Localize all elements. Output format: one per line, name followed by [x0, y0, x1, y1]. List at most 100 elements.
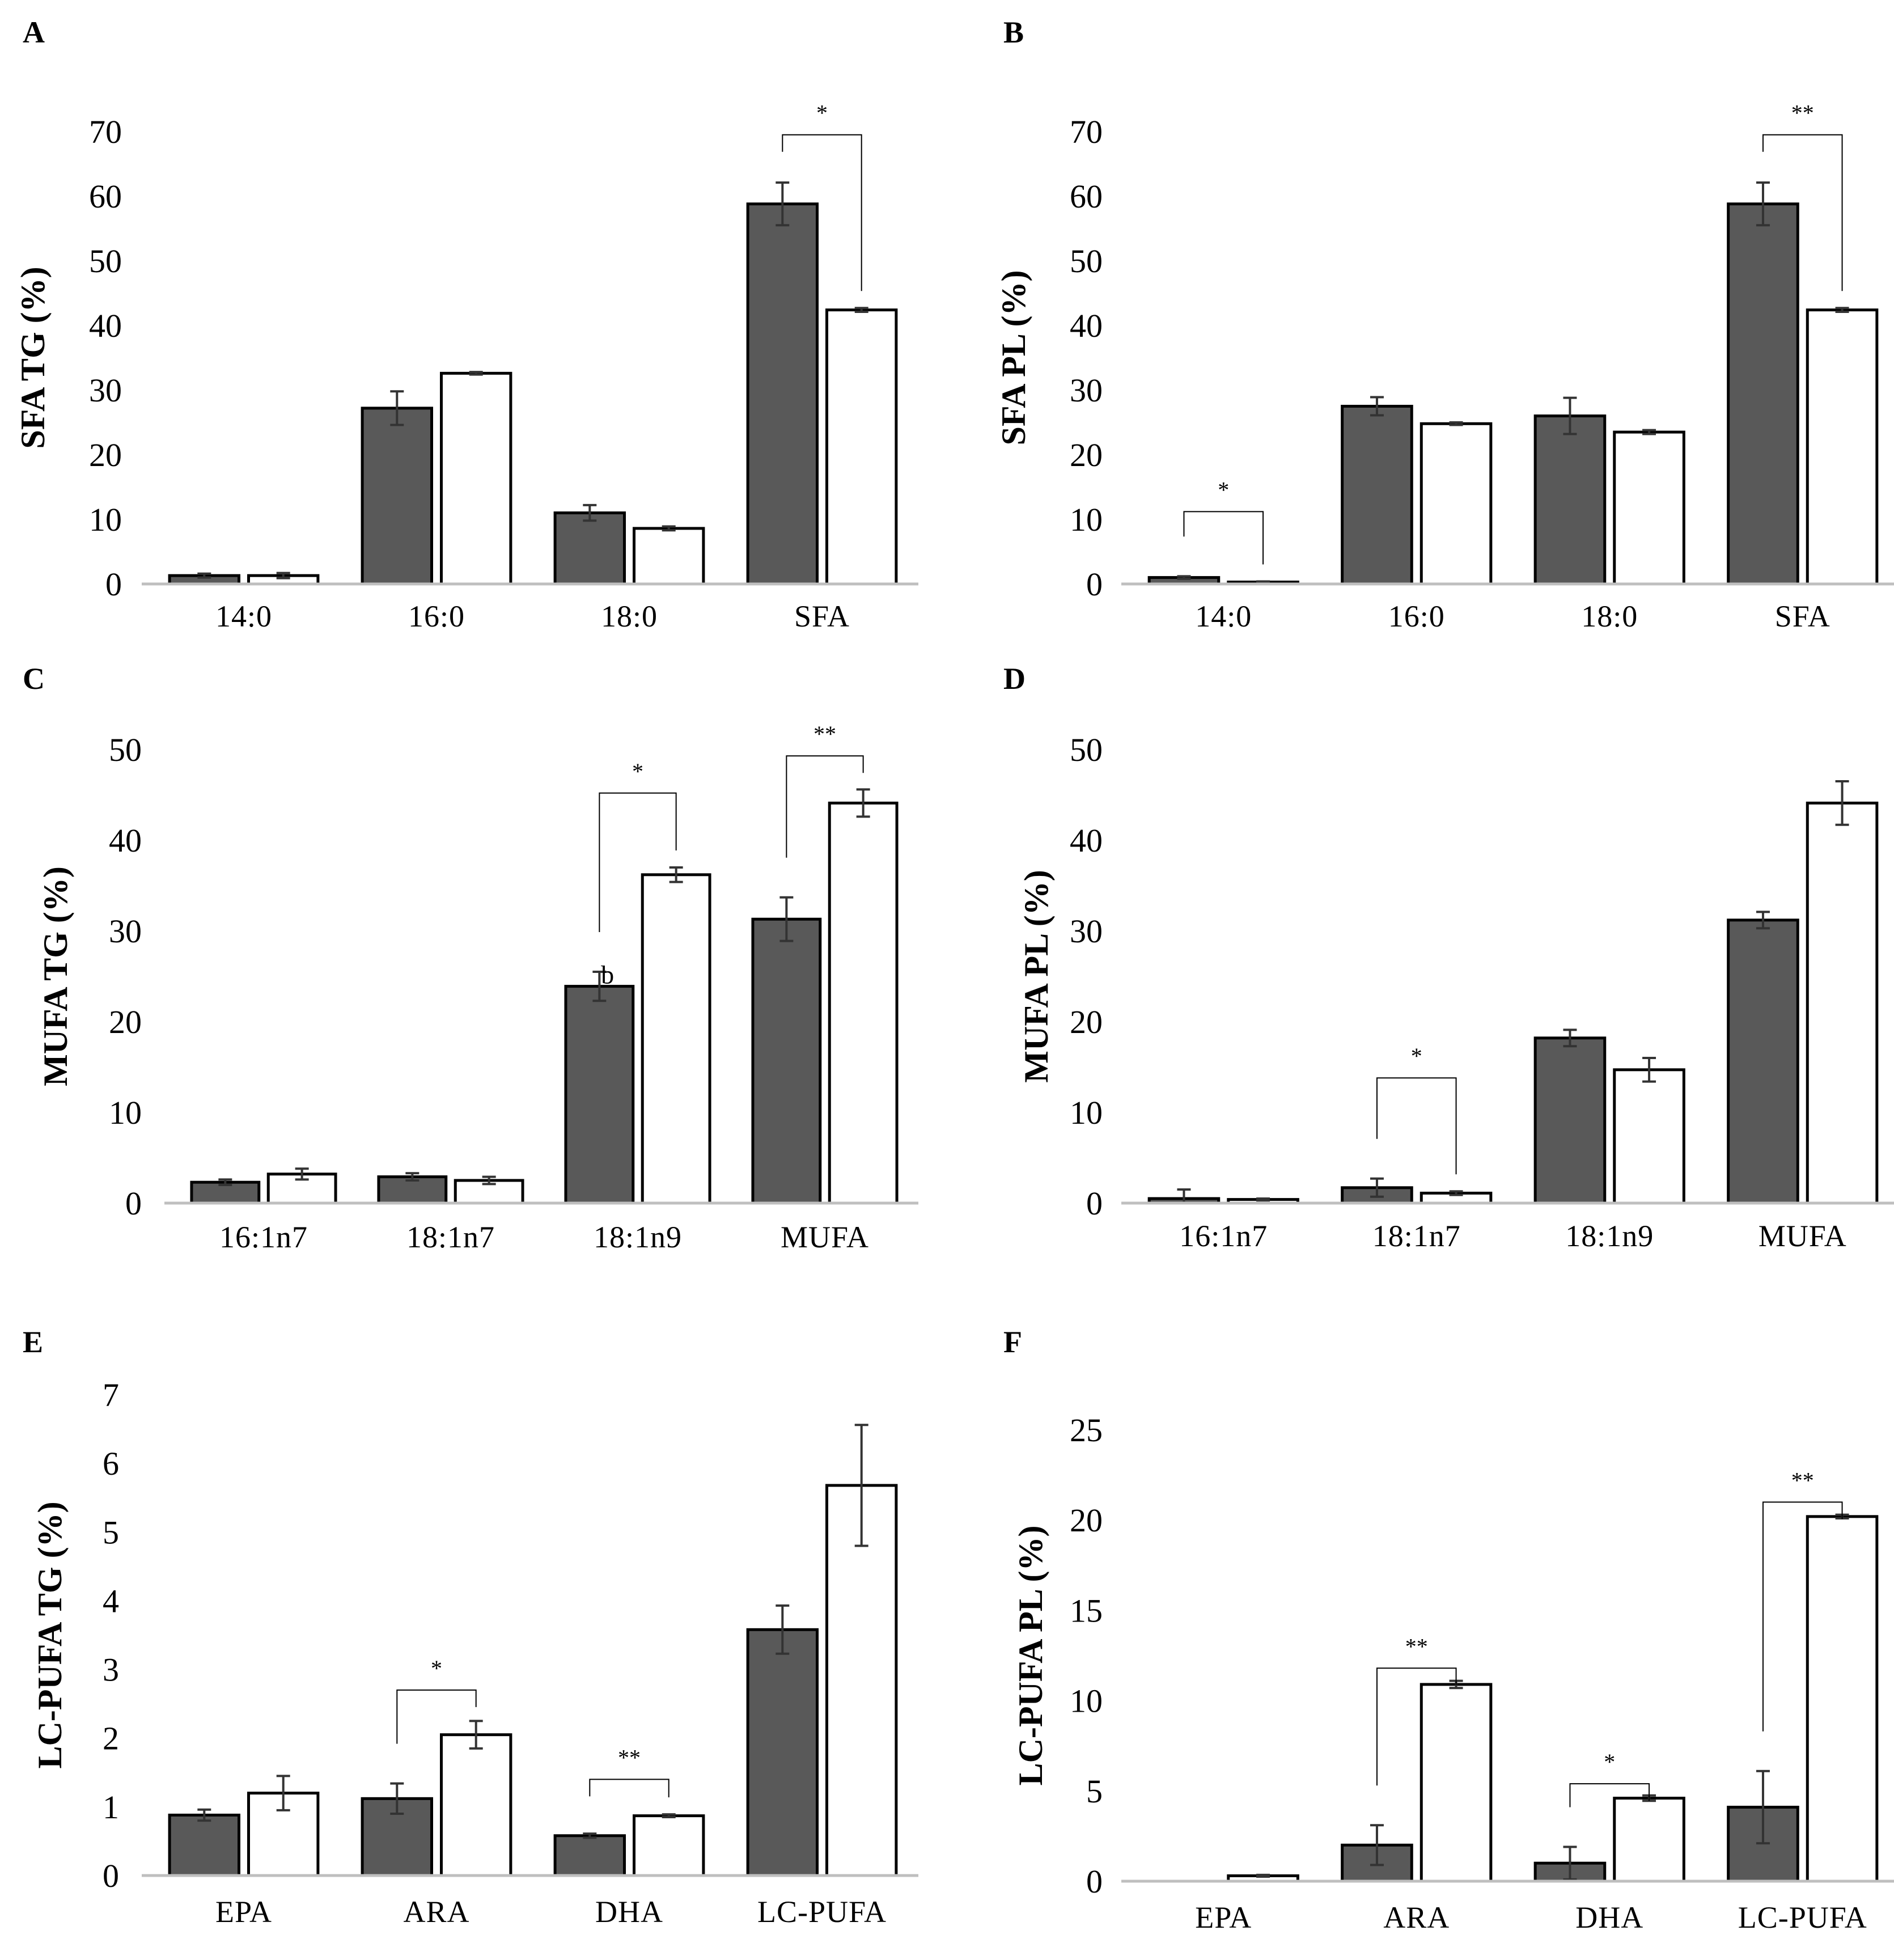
chart-f: F LC-PUFA PL (%) 0 5 10 15 20 25 EPA ARA DHA LC-PUF…	[1003, 1325, 1894, 1934]
error-bar	[1756, 1769, 1770, 1845]
x-tick-label: 18:0	[601, 599, 658, 633]
significance-label: *	[431, 1656, 442, 1681]
y-tick-label: 5	[103, 1514, 119, 1551]
bar-a-dark-1	[361, 407, 433, 586]
significance-label: **	[1405, 1633, 1428, 1659]
y-tick-label: 70	[89, 113, 122, 150]
y-tick-label: 50	[1070, 731, 1103, 768]
error-bar	[1642, 1057, 1656, 1083]
x-tick-label: SFA	[1775, 599, 1831, 633]
chart-b: B SFA PL (%) 0 10 20 30 40 50 60 70 14:0 16:0 18:0 SF…	[995, 15, 1894, 633]
error-bar	[1642, 429, 1656, 435]
error-bar	[1256, 580, 1270, 584]
significance-bracket	[589, 1779, 670, 1798]
significance-label: **	[813, 721, 836, 747]
bar-e-dark-2	[553, 1834, 626, 1877]
y-axis-title: SFA TG (%)	[14, 266, 52, 448]
y-tick-label: 1	[103, 1789, 119, 1826]
y-tick-label: 5	[1086, 1773, 1103, 1810]
x-tick-label: DHA	[1575, 1900, 1643, 1934]
bar-b-white-1	[1420, 422, 1493, 586]
error-bar	[662, 1813, 676, 1819]
x-tick-label: 16:0	[408, 599, 465, 633]
significance-bracket	[1569, 1783, 1650, 1807]
significance-bracket	[1376, 1077, 1457, 1175]
panel-letter: E	[23, 1325, 43, 1359]
y-tick-label: 30	[109, 913, 142, 950]
error-bar	[218, 1178, 232, 1186]
y-axis-title: SFA PL (%)	[995, 270, 1032, 446]
bar-a-white-1	[440, 371, 512, 586]
bar-c-white-2	[641, 873, 711, 1205]
error-bar	[469, 371, 483, 376]
bar-e-white-3	[825, 1484, 898, 1877]
error-bar	[662, 525, 676, 532]
y-tick-label: 2	[103, 1720, 119, 1757]
significance-label: *	[1218, 477, 1229, 502]
y-tick-label: 50	[1070, 243, 1103, 280]
x-tick-label: 16:1n7	[1179, 1219, 1268, 1253]
chart-a: A SFA TG (%) 0 10 20 30 40 50 60 70 14:0 16:0 18:0 SF…	[14, 15, 918, 633]
y-tick-label: 25	[1070, 1412, 1103, 1449]
y-tick-label: 30	[89, 372, 122, 409]
panel-b: B SFA PL (%) 0 10 20 30 40 50 60 70 14:0 16:0 18:0 SF…	[981, 0, 1894, 652]
y-tick-label: 10	[1070, 1094, 1103, 1131]
significance-bracket	[786, 755, 864, 858]
y-axis-title: LC-PUFA TG (%)	[31, 1501, 69, 1768]
y-tick-label: 60	[1070, 178, 1103, 215]
bar-c-white-3	[828, 801, 899, 1205]
y-tick-label: 20	[1070, 1004, 1103, 1040]
significance-bracket	[782, 134, 862, 291]
x-tick-label: 18:1n9	[1565, 1219, 1654, 1253]
y-tick-label: 40	[1070, 307, 1103, 344]
bar-b-dark-3	[1727, 202, 1799, 586]
error-bar	[482, 1175, 496, 1186]
bar-e-white-1	[440, 1733, 512, 1877]
bar-a-dark-3	[746, 202, 819, 586]
significance-bracket	[1762, 134, 1843, 291]
error-bar	[1835, 780, 1849, 826]
panel-letter: B	[1003, 15, 1024, 49]
panel-letter: C	[23, 662, 45, 696]
panel-e: E LC-PUFA TG (%) 0 1 2 3 4 5 6 7 EPA ARA DHA LC-PUFA *…	[0, 1304, 947, 1956]
bar-f-white-2	[1613, 1797, 1685, 1883]
bar-d-dark-3	[1727, 918, 1799, 1205]
bar-d-white-3	[1806, 801, 1879, 1205]
error-bar	[1563, 1845, 1577, 1881]
panel-letter: F	[1003, 1325, 1022, 1359]
x-tick-label: 18:1n9	[594, 1220, 682, 1254]
y-tick-label: 40	[89, 307, 122, 344]
y-tick-label: 10	[89, 501, 122, 538]
error-bar	[197, 1808, 211, 1822]
y-tick-label: 30	[1070, 372, 1103, 409]
significance-bracket	[1183, 511, 1264, 565]
error-bar	[1835, 307, 1849, 314]
bar-e-dark-0	[168, 1813, 241, 1877]
chart-d: D MUFA PL (%) 0 10 20 30 40 50 16:1n7 18:1n7 18:1n…	[1003, 662, 1894, 1253]
x-tick-label: ARA	[1383, 1900, 1450, 1934]
y-tick-label: 20	[109, 1004, 142, 1040]
error-bar	[276, 1775, 290, 1811]
significance-bracket	[599, 792, 677, 932]
bar-b-dark-2	[1533, 414, 1607, 586]
error-bar	[390, 390, 404, 426]
error-bar	[295, 1167, 309, 1181]
error-bar	[1563, 1028, 1577, 1048]
y-tick-label: 50	[109, 731, 142, 768]
bar-a-dark-2	[553, 511, 626, 586]
y-tick-label: 70	[1070, 113, 1103, 150]
y-tick-label: 40	[1070, 822, 1103, 859]
x-tick-label: LC-PUFA	[757, 1895, 887, 1929]
panel-c: C MUFA TG (%) 0 10 20 30 40 50 16:1n7 18:1n7 18:1n…	[0, 658, 947, 1310]
error-bar	[854, 307, 868, 314]
x-tick-label: LC-PUFA	[1738, 1900, 1867, 1934]
significance-bracket	[396, 1689, 477, 1744]
y-tick-label: 3	[103, 1652, 119, 1688]
bar-e-white-2	[633, 1814, 705, 1877]
x-tick-label: ARA	[403, 1895, 469, 1929]
bar-b-dark-1	[1341, 405, 1413, 586]
y-tick-label: 20	[1070, 437, 1103, 473]
significance-label: *	[816, 100, 828, 126]
significance-bracket	[1376, 1667, 1457, 1786]
bar-a-white-3	[825, 308, 898, 586]
